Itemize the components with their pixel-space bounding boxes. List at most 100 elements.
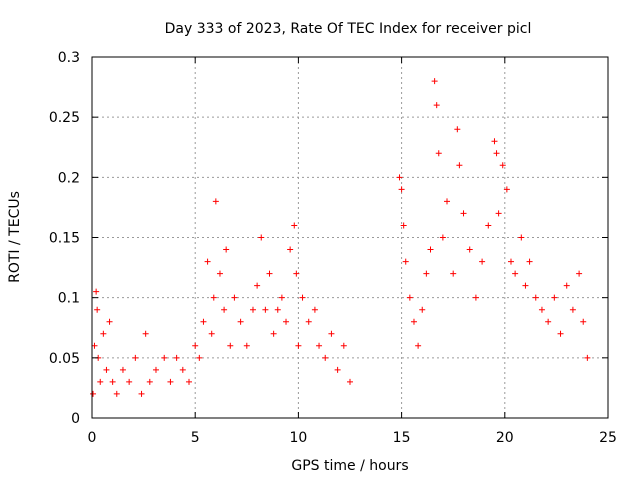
x-tick-label: 25 [599, 430, 617, 446]
data-point [402, 258, 409, 265]
data-point [237, 318, 244, 325]
data-point [132, 354, 139, 361]
chart-title: Day 333 of 2023, Rate Of TEC Index for r… [165, 21, 532, 37]
data-point [204, 258, 211, 265]
data-point [576, 270, 583, 277]
data-point [287, 246, 294, 253]
data-point [216, 270, 223, 277]
data-points [90, 78, 591, 397]
data-point [396, 174, 403, 181]
data-point [454, 126, 461, 133]
data-point [167, 378, 174, 385]
data-point [221, 306, 228, 313]
data-point [479, 258, 486, 265]
data-point [322, 354, 329, 361]
data-point [415, 342, 422, 349]
data-point [466, 246, 473, 253]
data-point [512, 270, 519, 277]
data-point [334, 366, 341, 373]
data-point [94, 306, 101, 313]
data-point [439, 234, 446, 241]
data-point [161, 354, 168, 361]
data-point [293, 270, 300, 277]
data-point [258, 234, 265, 241]
plot-frame [91, 56, 609, 419]
grid [92, 57, 608, 418]
data-point [423, 270, 430, 277]
data-point [231, 294, 238, 301]
data-point [109, 378, 116, 385]
data-point [433, 102, 440, 109]
x-tick-label: 15 [393, 430, 411, 446]
data-point [274, 306, 281, 313]
data-point [126, 378, 133, 385]
data-point [551, 294, 558, 301]
data-point [262, 306, 269, 313]
data-point [295, 342, 302, 349]
data-point [545, 318, 552, 325]
data-point [278, 294, 285, 301]
data-point [270, 330, 277, 337]
data-point [152, 366, 159, 373]
data-point [495, 210, 502, 217]
x-tick-label: 0 [88, 430, 97, 446]
data-point [427, 246, 434, 253]
data-point [186, 378, 193, 385]
data-point [507, 258, 514, 265]
data-point [435, 150, 442, 157]
data-point [419, 306, 426, 313]
data-point [223, 246, 230, 253]
data-point [472, 294, 479, 301]
data-point [499, 162, 506, 169]
data-point [557, 330, 564, 337]
data-point [208, 330, 215, 337]
y-tick-label: 0 [71, 411, 80, 427]
data-point [266, 270, 273, 277]
data-point [456, 162, 463, 169]
y-axis-label: ROTI / TECUs [7, 191, 23, 283]
data-point [398, 186, 405, 193]
data-point [400, 222, 407, 229]
data-point [493, 150, 500, 157]
data-point [340, 342, 347, 349]
data-point [146, 378, 153, 385]
data-point [200, 318, 207, 325]
y-tick-label: 0.1 [58, 291, 80, 307]
data-point [119, 366, 126, 373]
data-point [503, 186, 510, 193]
y-tick-label: 0.3 [58, 50, 80, 66]
x-tick-label: 5 [191, 430, 200, 446]
data-point [113, 390, 120, 397]
data-point [431, 78, 438, 85]
x-axis-ticks: 0 5 10 15 20 25 [88, 57, 617, 446]
data-point [316, 342, 323, 349]
data-point [563, 282, 570, 289]
data-point [580, 318, 587, 325]
data-point [444, 198, 451, 205]
data-point [406, 294, 413, 301]
data-point [173, 354, 180, 361]
data-point [283, 318, 290, 325]
y-tick-label: 0.25 [49, 110, 80, 126]
data-point [142, 330, 149, 337]
data-point [93, 288, 100, 295]
data-point [106, 318, 113, 325]
data-point [328, 330, 335, 337]
x-tick-label: 10 [289, 430, 307, 446]
data-point [305, 318, 312, 325]
data-point [410, 318, 417, 325]
x-tick-label: 20 [496, 430, 514, 446]
y-tick-label: 0.2 [58, 170, 80, 186]
data-point [299, 294, 306, 301]
data-point [138, 390, 145, 397]
data-point [569, 306, 576, 313]
data-point [227, 342, 234, 349]
data-point [100, 330, 107, 337]
x-axis-label: GPS time / hours [291, 458, 408, 474]
data-point [532, 294, 539, 301]
data-point [584, 354, 591, 361]
data-point [522, 282, 529, 289]
data-point [90, 390, 97, 397]
data-point [291, 222, 298, 229]
data-point [518, 234, 525, 241]
